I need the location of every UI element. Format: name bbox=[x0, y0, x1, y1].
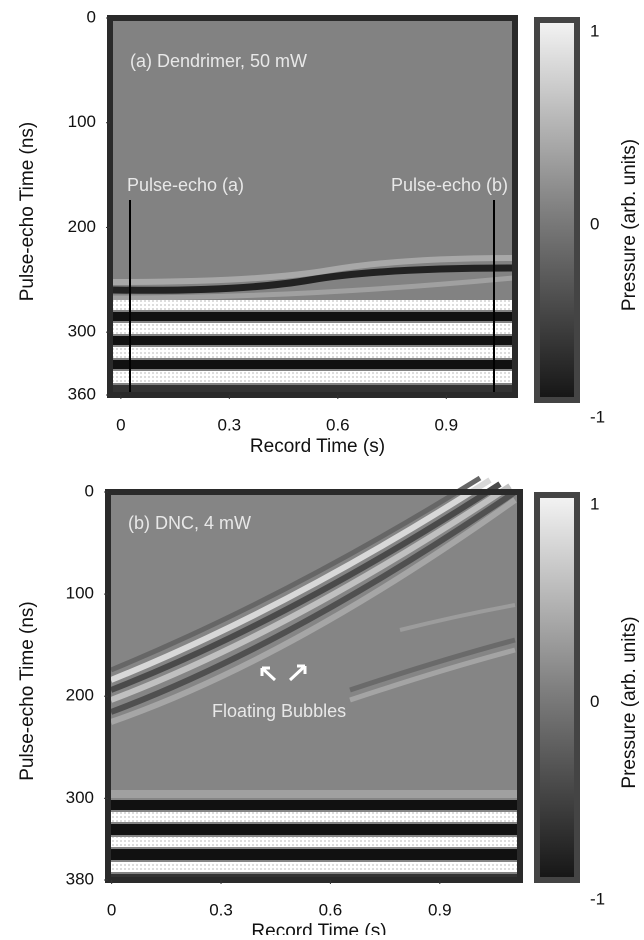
x-tick-label: 0.6 bbox=[326, 415, 350, 434]
y-tick-label: 360 bbox=[68, 384, 96, 403]
colorbar-label: Pressure (arb. units) bbox=[619, 139, 640, 311]
colorbar-tick-label: 1 bbox=[590, 494, 599, 513]
x-tick-label: 0.9 bbox=[428, 900, 452, 919]
y-tick-label: 200 bbox=[68, 217, 96, 236]
y-tick-label: 300 bbox=[66, 788, 94, 807]
x-tick-label: 0 bbox=[116, 415, 125, 434]
y-tick-label: 0 bbox=[85, 481, 94, 500]
heatmap-image bbox=[105, 475, 523, 883]
x-tick-label: 0.6 bbox=[319, 900, 343, 919]
x-tick-label: 0.3 bbox=[218, 415, 242, 434]
y-axis-label: Pulse-echo Time (ns) bbox=[17, 601, 38, 781]
y-tick-label: 300 bbox=[68, 322, 96, 341]
y-axis-label: Pulse-echo Time (ns) bbox=[17, 122, 38, 302]
colorbar-tick-label: 0 bbox=[590, 214, 599, 233]
annotation: Pulse-echo (b) bbox=[391, 175, 508, 195]
heatmap-image bbox=[107, 15, 518, 398]
colorbar bbox=[534, 17, 580, 403]
colorbar-tick-label: 0 bbox=[590, 692, 599, 711]
x-tick-label: 0.3 bbox=[209, 900, 233, 919]
colorbar-tick-label: -1 bbox=[590, 889, 605, 908]
annotation: Floating Bubbles bbox=[212, 701, 346, 721]
y-tick-label: 100 bbox=[68, 112, 96, 131]
x-tick-label: 0.9 bbox=[434, 415, 458, 434]
y-tick-label: 100 bbox=[66, 584, 94, 603]
colorbar bbox=[534, 492, 580, 883]
colorbar-tick-label: -1 bbox=[590, 407, 605, 426]
annotation: Pulse-echo (a) bbox=[127, 175, 244, 195]
y-tick-label: 0 bbox=[87, 7, 96, 26]
x-axis-label: Record Time (s) bbox=[250, 436, 385, 457]
panel-title: (b) DNC, 4 mW bbox=[128, 513, 251, 533]
colorbar-label: Pressure (arb. units) bbox=[619, 616, 640, 788]
x-axis-label: Record Time (s) bbox=[251, 921, 386, 935]
y-tick-label: 380 bbox=[66, 869, 94, 888]
y-tick-label: 200 bbox=[66, 686, 94, 705]
x-tick-label: 0 bbox=[107, 900, 116, 919]
colorbar-tick-label: 1 bbox=[590, 21, 599, 40]
panel-title: (a) Dendrimer, 50 mW bbox=[130, 51, 307, 71]
